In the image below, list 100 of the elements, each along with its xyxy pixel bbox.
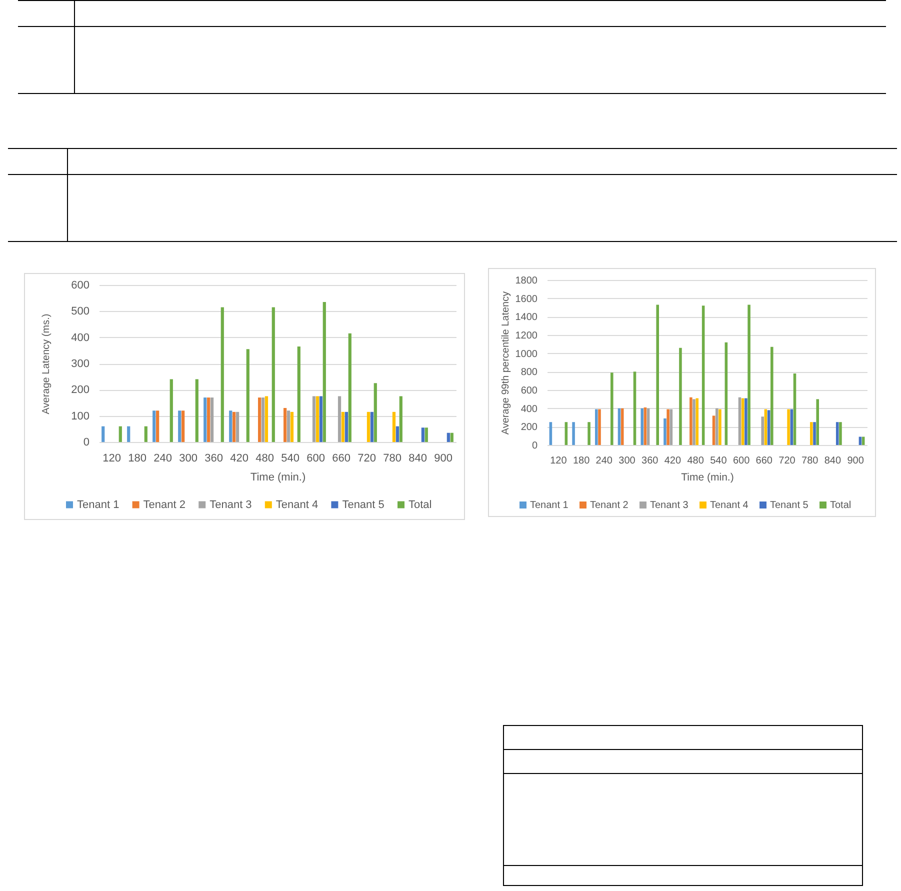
x-tick-label: 900 [434,452,452,464]
bar [396,426,399,442]
bar [549,422,552,445]
y-tick-label: 1000 [515,348,538,360]
bar [787,409,790,445]
legend-label: Tenant 3 [210,498,252,511]
bar [366,412,370,442]
bar [744,398,748,445]
bar [572,422,575,445]
bar [341,412,345,442]
x-tick-label: 540 [281,452,300,464]
x-tick-label: 360 [642,456,659,466]
bar [696,398,699,445]
bar [370,412,374,442]
bar [195,379,198,442]
legend-label: Total [830,500,852,511]
x-tick-label: 600 [732,456,750,466]
bar [595,409,598,445]
bar [261,398,265,442]
bar [344,412,348,442]
x-tick-label: 120 [102,452,121,464]
bar [633,372,636,445]
bar [338,396,342,442]
bar [712,416,716,445]
bar [118,426,122,442]
bar [152,410,156,442]
y-tick-label: 0 [83,436,90,448]
x-axis-title: Time (min.) [681,472,734,484]
x-tick-label: 480 [687,456,704,466]
bar [446,432,450,442]
bar [424,428,428,442]
bar [656,304,659,445]
x-axis-title: Time (min.) [250,472,306,484]
y-tick-label: 1600 [515,294,538,305]
bar [102,426,105,442]
bar [229,410,232,442]
x-tick-label: 480 [256,452,274,464]
x-tick-label: 300 [179,452,198,464]
bar [290,412,294,442]
bar [839,422,842,445]
y-tick-label: 200 [520,422,538,434]
y-tick-label: 300 [71,358,90,370]
legend-label: Tenant 5 [342,498,384,511]
bar [374,383,377,442]
legend-label: Tenant 4 [710,500,749,511]
x-tick-label: 420 [230,452,248,464]
bar [748,304,750,445]
x-tick-label: 840 [824,456,842,466]
bar [588,422,590,445]
y-tick-label: 1400 [515,312,538,324]
bar [156,410,160,442]
bar [399,396,402,442]
bar [767,410,770,445]
x-tick-label: 840 [408,452,427,464]
x-tick-label: 660 [332,452,350,464]
y-tick-label: 600 [520,386,538,396]
bar [836,422,839,445]
bar [264,396,268,442]
x-tick-label: 180 [128,452,146,464]
x-tick-label: 180 [572,456,590,466]
y-tick-label: 0 [532,440,538,452]
x-tick-label: 300 [618,456,636,466]
bar [312,396,316,442]
bar [319,396,322,442]
legend-label: Tenant 2 [143,498,186,511]
bar [450,432,454,442]
bar [316,396,320,442]
bar [348,333,352,442]
y-tick-label: 1800 [515,276,538,286]
y-tick-label: 400 [520,404,538,415]
bar [816,399,819,445]
bar [207,398,210,442]
x-tick-label: 420 [664,456,682,466]
bar [692,399,696,445]
bar [724,342,728,445]
bar [718,409,722,445]
x-tick-label: 720 [358,452,376,464]
x-tick-label: 120 [550,456,568,466]
bar [210,398,214,442]
x-tick-label: 600 [306,452,325,464]
legend-label: Tenant 1 [530,500,569,511]
bar [690,397,692,445]
bar [286,410,290,442]
legend-label: Tenant 2 [590,500,629,511]
y-tick-label: 500 [71,306,90,318]
bar [322,302,326,442]
bar [421,428,424,442]
x-tick-label: 900 [847,456,864,466]
x-tick-label: 780 [802,456,819,466]
bar [258,398,262,442]
bar [761,416,764,445]
bar [813,422,816,445]
bar [664,418,666,445]
bar [702,306,705,445]
bar [170,379,173,442]
bar [204,398,207,442]
x-tick-label: 780 [383,452,402,464]
bar [246,349,250,442]
bar [236,412,240,442]
x-tick-label: 660 [756,456,773,466]
